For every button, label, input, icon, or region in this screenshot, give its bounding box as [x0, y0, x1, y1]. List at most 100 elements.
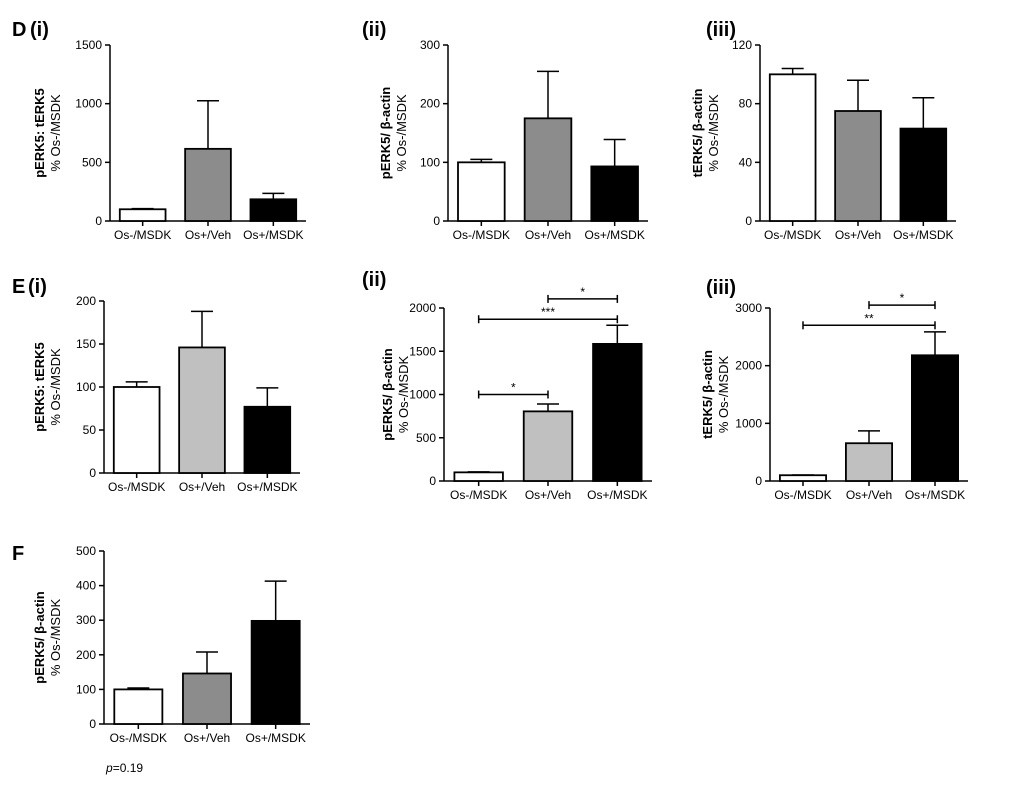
y-tick-label: 40	[739, 155, 753, 169]
x-tick-label: Os-/MSDK	[114, 228, 171, 242]
panel-label-sub: (iii)	[706, 19, 736, 41]
y-tick-label: 400	[76, 579, 96, 593]
y-axis-subtitle: % Os-/MSDK	[396, 356, 411, 434]
x-tick-label: Os-/MSDK	[453, 228, 510, 242]
y-tick-label: 100	[76, 682, 96, 696]
y-tick-label: 80	[739, 97, 753, 111]
significance-label: *	[900, 291, 905, 305]
y-axis-subtitle: % Os-/MSDK	[48, 348, 63, 426]
significance-label: *	[580, 285, 585, 299]
significance-label: **	[864, 311, 874, 325]
y-tick-label: 0	[755, 474, 762, 488]
y-tick-label: 0	[89, 717, 96, 731]
y-tick-label: 0	[95, 214, 102, 228]
x-tick-label: Os+/Veh	[846, 488, 892, 502]
y-axis-title: tERK5/ β-actin	[700, 350, 715, 439]
y-tick-label: 0	[745, 214, 752, 228]
y-tick-label: 0	[433, 214, 440, 228]
x-tick-label: Os-/MSDK	[108, 480, 165, 494]
panel-label-sub: (iii)	[706, 277, 736, 299]
x-tick-label: Os+/MSDK	[237, 480, 297, 494]
bar	[250, 619, 301, 725]
panel-d-iii: (iii) 0 40 80 120 tERK5/ β-actin% Os-/MSDK Os…	[690, 19, 956, 242]
p-value-note: p=0.19	[105, 761, 143, 775]
bar	[453, 471, 504, 482]
y-tick-label: 100	[420, 155, 440, 169]
panel-label-main: E	[12, 276, 25, 298]
bar	[113, 688, 164, 725]
panel-label-sub: (i)	[28, 276, 47, 298]
p-value-number: =0.19	[113, 761, 144, 775]
y-tick-label: 1000	[735, 416, 762, 430]
panel-label-sub: (ii)	[362, 269, 386, 291]
bar	[523, 117, 573, 222]
bar	[845, 442, 894, 482]
panel-e-ii: (ii) 0 500 1000 1500 2000 pERK5/ β-actin% Os-…	[362, 269, 652, 502]
y-tick-label: 1500	[75, 38, 102, 52]
bar	[911, 354, 960, 482]
x-tick-label: Os+/MSDK	[243, 228, 303, 242]
x-tick-label: Os+/MSDK	[893, 228, 953, 242]
x-tick-label: Os-/MSDK	[450, 488, 507, 502]
y-tick-label: 0	[429, 474, 436, 488]
y-tick-label: 300	[76, 613, 96, 627]
y-tick-label: 50	[83, 423, 97, 437]
significance-label: ***	[541, 305, 555, 319]
bar	[243, 405, 292, 474]
y-tick-label: 1000	[409, 388, 436, 402]
y-tick-label: 500	[82, 155, 102, 169]
x-tick-label: Os+/Veh	[185, 228, 231, 242]
x-tick-label: Os+/MSDK	[905, 488, 965, 502]
y-axis-title: tERK5/ β-actin	[690, 89, 705, 178]
y-tick-label: 1000	[75, 97, 102, 111]
bar	[590, 165, 639, 222]
y-tick-label: 150	[76, 337, 96, 351]
y-tick-label: 300	[420, 38, 440, 52]
panel-f: F p=0.19 0 100 200 300 400 500 pERK5/ β-actin%…	[12, 543, 310, 775]
bar	[184, 147, 232, 222]
y-tick-label: 120	[732, 38, 752, 52]
panel-e-iii: (iii) 0 1000 2000 3000 tERK5/ β-actin% Os-/M…	[700, 277, 968, 502]
panel-label-sub: (i)	[30, 19, 49, 41]
bar	[834, 110, 882, 222]
y-axis-subtitle: % Os-/MSDK	[706, 94, 721, 172]
y-axis-title: pERK5/ β-actin	[378, 87, 393, 180]
x-tick-label: Os+/MSDK	[245, 731, 305, 745]
bar	[178, 346, 226, 474]
bar	[457, 161, 506, 222]
bar	[768, 73, 817, 222]
y-tick-label: 2000	[409, 301, 436, 315]
y-axis-subtitle: % Os-/MSDK	[716, 356, 731, 434]
x-tick-label: Os+/MSDK	[587, 488, 647, 502]
x-tick-label: Os-/MSDK	[774, 488, 831, 502]
x-tick-label: Os+/MSDK	[584, 228, 644, 242]
panel-d-ii: (ii) 0 100 200 300 pERK5/ β-actin% Os-/MSDK O…	[362, 19, 648, 242]
bar	[182, 672, 232, 725]
y-axis-subtitle: % Os-/MSDK	[48, 599, 63, 677]
bar	[779, 474, 828, 482]
y-tick-label: 2000	[735, 359, 762, 373]
significance-label: *	[511, 381, 516, 395]
p-value-symbol: p	[105, 761, 113, 775]
x-tick-label: Os+/Veh	[525, 228, 571, 242]
x-tick-label: Os+/Veh	[184, 731, 230, 745]
bar	[899, 127, 948, 222]
bar	[118, 208, 167, 222]
panel-e-i: E (i) 0 50 100 150 200 pERK5: tERK5% Os-/MSDK…	[12, 276, 300, 494]
panel-d-i: D (i) 0 500 1000 1500 pERK5: tERK5% Os-/MSDK…	[12, 19, 306, 242]
y-tick-label: 1500	[409, 344, 436, 358]
y-axis-subtitle: % Os-/MSDK	[394, 94, 409, 172]
y-tick-label: 500	[76, 544, 96, 558]
y-axis-title: pERK5/ β-actin	[380, 348, 395, 441]
y-tick-label: 0	[89, 466, 96, 480]
x-tick-label: Os+/Veh	[525, 488, 571, 502]
y-tick-label: 200	[76, 294, 96, 308]
y-axis-subtitle: % Os-/MSDK	[48, 94, 63, 172]
bar	[249, 198, 298, 222]
x-tick-label: Os+/Veh	[835, 228, 881, 242]
y-axis-title: pERK5: tERK5	[32, 88, 47, 178]
y-tick-label: 100	[76, 380, 96, 394]
y-axis-title: pERK5: tERK5	[32, 342, 47, 432]
x-tick-label: Os+/Veh	[179, 480, 225, 494]
bar	[112, 386, 161, 474]
